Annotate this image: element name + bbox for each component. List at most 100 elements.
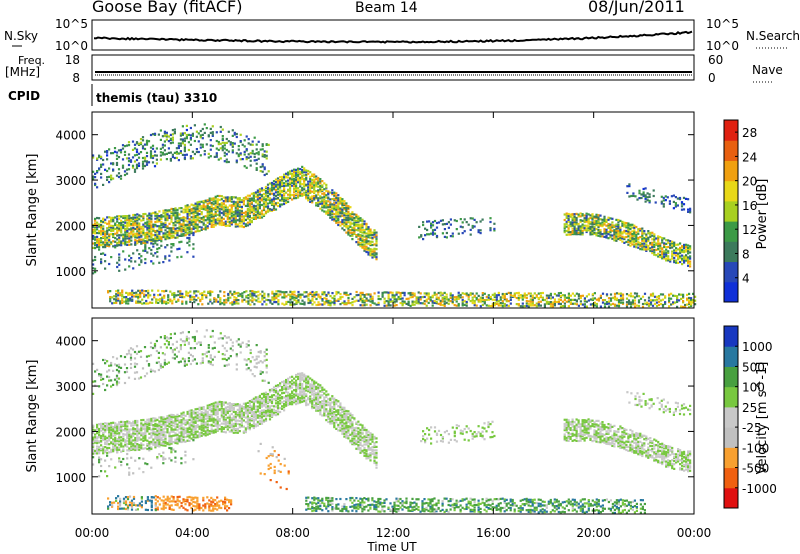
rti-cell xyxy=(683,255,686,258)
rti-cell xyxy=(201,293,204,296)
rti-cell xyxy=(349,214,352,218)
rti-cell xyxy=(680,297,683,300)
rti-cell xyxy=(333,199,336,202)
rti-cell xyxy=(661,247,664,250)
rti-cell xyxy=(607,218,610,221)
rti-cell xyxy=(126,428,129,431)
rti-cell xyxy=(221,137,224,140)
rti-cell xyxy=(255,291,258,294)
rti-cell xyxy=(214,206,217,209)
rti-cell xyxy=(138,257,141,260)
rti-cell xyxy=(250,202,253,205)
rti-cell xyxy=(142,213,145,216)
rti-cell xyxy=(135,148,139,151)
rti-cell xyxy=(214,210,217,213)
rti-cell xyxy=(529,302,532,305)
rti-cell xyxy=(301,189,304,192)
rti-cell xyxy=(129,293,132,296)
rti-cell xyxy=(185,137,188,140)
rti-cell xyxy=(227,292,230,296)
rti-cell xyxy=(331,218,334,221)
rti-cell xyxy=(198,433,201,436)
rti-cell xyxy=(98,167,101,170)
rti-cell xyxy=(369,252,372,255)
rti-cell xyxy=(285,191,288,194)
rti-cell xyxy=(619,301,623,304)
rti-cell xyxy=(295,193,298,196)
rti-cell xyxy=(235,161,238,164)
rti-cell xyxy=(641,232,644,235)
rti-cell xyxy=(359,242,362,245)
rti-cell xyxy=(266,202,270,205)
rti-cell xyxy=(244,223,247,226)
rti-cell xyxy=(201,133,204,136)
rti-cell xyxy=(603,228,606,231)
rti-cell xyxy=(417,300,420,303)
rti-cell xyxy=(123,170,127,173)
rti-cell xyxy=(683,261,686,264)
rti-cell xyxy=(182,433,185,437)
rti-cell xyxy=(234,219,237,222)
rti-cell xyxy=(118,446,121,449)
rti-cell xyxy=(605,230,608,234)
rti-cell xyxy=(136,448,139,451)
rti-cell xyxy=(115,298,118,301)
rti-cell xyxy=(130,223,133,226)
rti-cell xyxy=(96,231,99,235)
rti-cell xyxy=(163,132,166,135)
rti-cell xyxy=(276,190,280,193)
rti-cell xyxy=(241,294,244,297)
rti-cell xyxy=(355,290,358,294)
rti-cell xyxy=(517,291,520,294)
rti-cell xyxy=(158,443,161,446)
rti-cell xyxy=(275,301,278,304)
rti-cell xyxy=(142,225,145,228)
rti-cell xyxy=(121,158,125,161)
rti-cell xyxy=(200,426,203,429)
rti-cell xyxy=(559,291,562,295)
rti-cell xyxy=(323,291,326,294)
rti-cell xyxy=(685,245,688,249)
rti-cell xyxy=(663,245,666,249)
rti-cell xyxy=(204,226,207,229)
rti-cell xyxy=(232,196,235,199)
rti-cell xyxy=(431,231,435,234)
rti-cell xyxy=(345,218,348,221)
rti-cell xyxy=(359,295,362,298)
rti-cell xyxy=(210,430,213,433)
rti-cell xyxy=(108,439,111,442)
rti-cell xyxy=(661,239,664,242)
rti-cell xyxy=(623,225,626,228)
rti-cell xyxy=(327,208,330,211)
rti-cell xyxy=(229,292,232,295)
rti-cell xyxy=(633,226,636,229)
rti-cell xyxy=(218,210,221,213)
rti-cell xyxy=(108,433,111,436)
rti-cell xyxy=(144,240,147,243)
rti-cell xyxy=(211,131,214,134)
rti-cell xyxy=(455,300,458,303)
rti-cell xyxy=(276,181,280,184)
rti-cell xyxy=(341,214,344,217)
rti-cell xyxy=(637,301,641,304)
rti-cell xyxy=(461,302,464,305)
rti-cell xyxy=(154,419,157,422)
rti-cell xyxy=(223,299,226,302)
rti-cell xyxy=(351,304,354,307)
rti-cell xyxy=(603,302,607,305)
rti-cell xyxy=(184,230,187,233)
rti-cell xyxy=(141,165,145,168)
rti-cell xyxy=(299,295,302,298)
rti-cell xyxy=(171,293,174,296)
rti-cell xyxy=(258,212,261,215)
rti-cell xyxy=(212,203,215,206)
rti-cell xyxy=(309,189,312,193)
rti-cell xyxy=(361,229,364,232)
rti-cell xyxy=(217,300,220,303)
rti-cell xyxy=(575,227,578,230)
rti-cell xyxy=(242,219,245,222)
rti-cell xyxy=(107,290,110,293)
rti-cell xyxy=(569,298,572,301)
rti-cell xyxy=(674,294,677,297)
rti-cell xyxy=(162,435,165,438)
